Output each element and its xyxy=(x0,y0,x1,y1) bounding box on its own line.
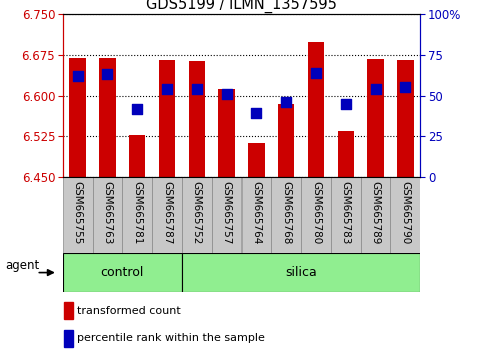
Point xyxy=(282,99,290,105)
Bar xyxy=(152,177,182,253)
Bar xyxy=(182,177,212,253)
Text: GSM665768: GSM665768 xyxy=(281,181,291,244)
Text: control: control xyxy=(100,266,144,279)
Point xyxy=(312,70,320,76)
Text: GSM665783: GSM665783 xyxy=(341,181,351,244)
Bar xyxy=(99,58,115,177)
Bar xyxy=(308,42,324,177)
Text: GSM665780: GSM665780 xyxy=(311,181,321,244)
Point xyxy=(133,106,141,112)
Bar xyxy=(301,177,331,253)
Bar xyxy=(248,143,265,177)
Bar xyxy=(338,131,354,177)
Bar xyxy=(212,177,242,253)
Bar xyxy=(390,177,420,253)
Bar xyxy=(189,61,205,177)
Point xyxy=(74,73,82,79)
Bar xyxy=(64,330,73,347)
Point xyxy=(193,86,201,92)
Point xyxy=(253,111,260,116)
Bar xyxy=(122,177,152,253)
Text: silica: silica xyxy=(285,266,317,279)
Bar xyxy=(242,177,271,253)
Bar xyxy=(63,177,93,253)
Bar xyxy=(271,177,301,253)
Point xyxy=(372,86,380,92)
Text: percentile rank within the sample: percentile rank within the sample xyxy=(77,333,265,343)
Text: GSM665752: GSM665752 xyxy=(192,181,202,244)
Bar xyxy=(278,104,294,177)
Text: transformed count: transformed count xyxy=(77,306,181,316)
Bar xyxy=(182,253,420,292)
Text: GSM665787: GSM665787 xyxy=(162,181,172,244)
Text: GSM665757: GSM665757 xyxy=(222,181,232,244)
Text: GSM665790: GSM665790 xyxy=(400,181,411,244)
Bar xyxy=(64,302,73,319)
Bar xyxy=(159,60,175,177)
Bar xyxy=(63,253,182,292)
Text: GSM665764: GSM665764 xyxy=(251,181,261,244)
Text: GSM665755: GSM665755 xyxy=(72,181,83,244)
Text: GSM665763: GSM665763 xyxy=(102,181,113,244)
Bar xyxy=(397,60,413,177)
Bar xyxy=(70,58,86,177)
Bar xyxy=(331,177,361,253)
Bar xyxy=(368,59,384,177)
Text: GSM665789: GSM665789 xyxy=(370,181,381,244)
Bar xyxy=(93,177,122,253)
Bar xyxy=(361,177,390,253)
Title: GDS5199 / ILMN_1357595: GDS5199 / ILMN_1357595 xyxy=(146,0,337,13)
Point xyxy=(104,72,112,77)
Point xyxy=(223,91,230,97)
Bar xyxy=(129,135,145,177)
Bar xyxy=(218,89,235,177)
Point xyxy=(401,85,409,90)
Point xyxy=(342,101,350,107)
Text: agent: agent xyxy=(5,259,39,272)
Text: GSM665781: GSM665781 xyxy=(132,181,142,244)
Point xyxy=(163,86,171,92)
